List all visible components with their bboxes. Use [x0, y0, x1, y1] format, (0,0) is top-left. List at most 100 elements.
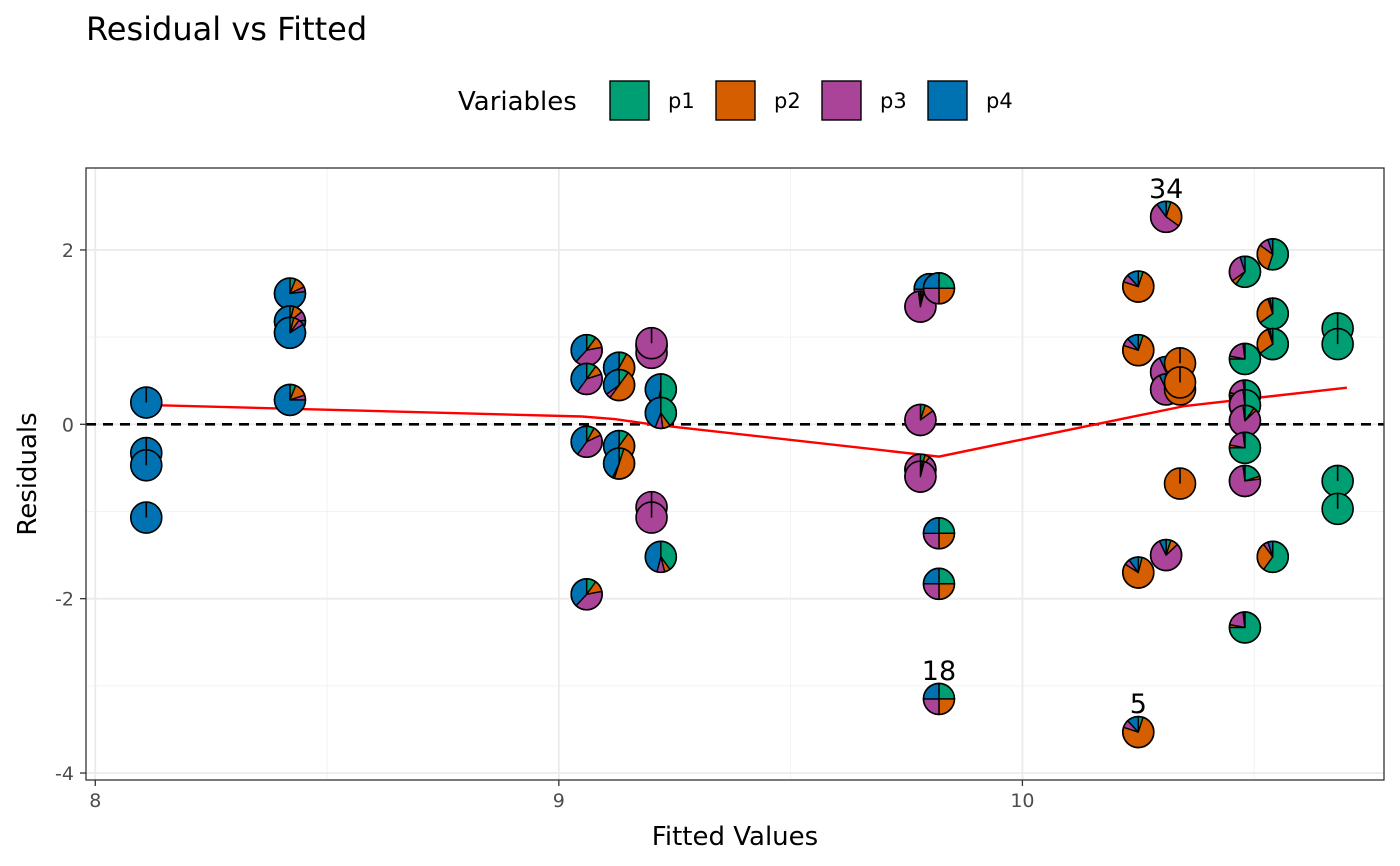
legend: Variables p1 p2 p3 p4 — [458, 80, 1013, 121]
pie-point — [644, 540, 678, 574]
legend-label-p3: p3 — [880, 89, 907, 113]
legend-items: p1 p2 p3 p4 — [609, 80, 1013, 121]
legend-label-p2: p2 — [774, 89, 801, 113]
pie-point — [1122, 333, 1155, 367]
pie-point — [1163, 467, 1197, 500]
pie-outline — [1228, 464, 1262, 498]
chart-title: Residual vs Fitted — [86, 10, 367, 48]
pie-outline — [602, 368, 636, 402]
x-axis-label: Fitted Values — [652, 822, 818, 852]
pie-point — [570, 425, 603, 459]
point-label: 5 — [1130, 689, 1147, 720]
point-label: 34 — [1149, 174, 1183, 205]
pie-point — [922, 272, 956, 305]
pie-point — [570, 333, 603, 367]
x-tick-label: 8 — [89, 790, 101, 812]
pie-point — [129, 386, 163, 419]
pie-outline — [570, 362, 603, 396]
pie-point — [904, 403, 937, 437]
pie-point — [1228, 404, 1262, 438]
pie-points — [129, 200, 1354, 749]
pie-point — [1228, 464, 1262, 498]
pie-point — [1228, 611, 1262, 644]
pie-outline — [602, 447, 636, 480]
y-tick-label: -4 — [55, 763, 74, 785]
pie-point — [602, 368, 636, 402]
pie-outline — [1256, 540, 1290, 574]
pie-outline — [1228, 255, 1262, 289]
y-axis-label: Residuals — [13, 412, 43, 535]
pie-point — [1321, 492, 1354, 526]
pie-point — [273, 383, 307, 417]
pie-outline — [1228, 342, 1262, 376]
legend-label-p1: p1 — [668, 89, 695, 113]
pie-point — [129, 448, 163, 482]
pie-outline — [1149, 200, 1183, 234]
pie-point — [1163, 366, 1197, 399]
legend-key-p2 — [715, 80, 756, 121]
pie-point — [1122, 270, 1155, 303]
pie-point — [1321, 464, 1354, 498]
pie-point — [1256, 540, 1290, 574]
pie-point — [570, 578, 603, 611]
pie-outline — [922, 272, 956, 305]
legend-title: Variables — [458, 87, 577, 117]
pie-point — [1228, 431, 1262, 465]
pie-point — [1228, 255, 1262, 289]
pie-outline — [904, 403, 937, 437]
y-axis-ticks: -4 -2 0 2 — [55, 240, 86, 785]
pie-outline — [1228, 431, 1262, 465]
pie-point — [273, 277, 307, 310]
pie-outline — [1122, 270, 1155, 303]
pie-point — [1122, 715, 1155, 749]
legend-key-p1 — [609, 80, 650, 121]
point-annotations: 34 18 5 — [922, 174, 1184, 720]
pie-outline — [273, 383, 307, 417]
x-tick-label: 9 — [553, 790, 565, 812]
pie-outline — [644, 540, 678, 574]
pie-outline — [1122, 333, 1155, 367]
pie-point — [1256, 297, 1290, 330]
pie-point — [644, 396, 678, 430]
pie-outline — [904, 290, 937, 323]
pie-point — [273, 316, 307, 350]
pie-outline — [1122, 715, 1155, 749]
pie-point — [1149, 538, 1183, 572]
legend-key-p3 — [821, 80, 862, 121]
pie-point — [922, 567, 956, 601]
legend-label-p4: p4 — [986, 89, 1013, 113]
pie-point — [1256, 238, 1290, 271]
legend-key-p4 — [927, 80, 968, 121]
pie-point — [1122, 556, 1155, 589]
pie-point — [635, 501, 668, 534]
pie-point — [602, 447, 636, 480]
grid-major — [86, 168, 1384, 780]
plot-border — [85, 167, 1385, 781]
pie-outline — [904, 460, 937, 493]
pie-point — [1228, 342, 1262, 376]
x-axis-ticks: 8 9 10 — [89, 780, 1035, 812]
pie-outline — [644, 396, 678, 430]
pie-outline — [922, 516, 956, 550]
pie-point — [922, 516, 956, 550]
point-label: 18 — [922, 656, 956, 687]
pie-point — [129, 501, 163, 534]
pie-outline — [922, 682, 956, 716]
pie-point — [570, 362, 603, 396]
pie-outline — [1228, 611, 1262, 644]
pie-point — [1321, 327, 1354, 361]
pie-point — [1256, 327, 1290, 361]
pie-outline — [1256, 327, 1290, 361]
pie-outline — [570, 578, 603, 611]
pie-outline — [1256, 238, 1290, 271]
pie-outline — [570, 425, 603, 459]
pie-point — [904, 460, 937, 493]
pie-point — [1149, 200, 1183, 234]
pie-point — [635, 326, 668, 360]
x-tick-label: 10 — [1010, 790, 1034, 812]
y-tick-label: 2 — [62, 240, 74, 262]
y-tick-label: 0 — [62, 414, 74, 436]
y-tick-label: -2 — [55, 589, 74, 611]
pie-outline — [1149, 538, 1183, 572]
